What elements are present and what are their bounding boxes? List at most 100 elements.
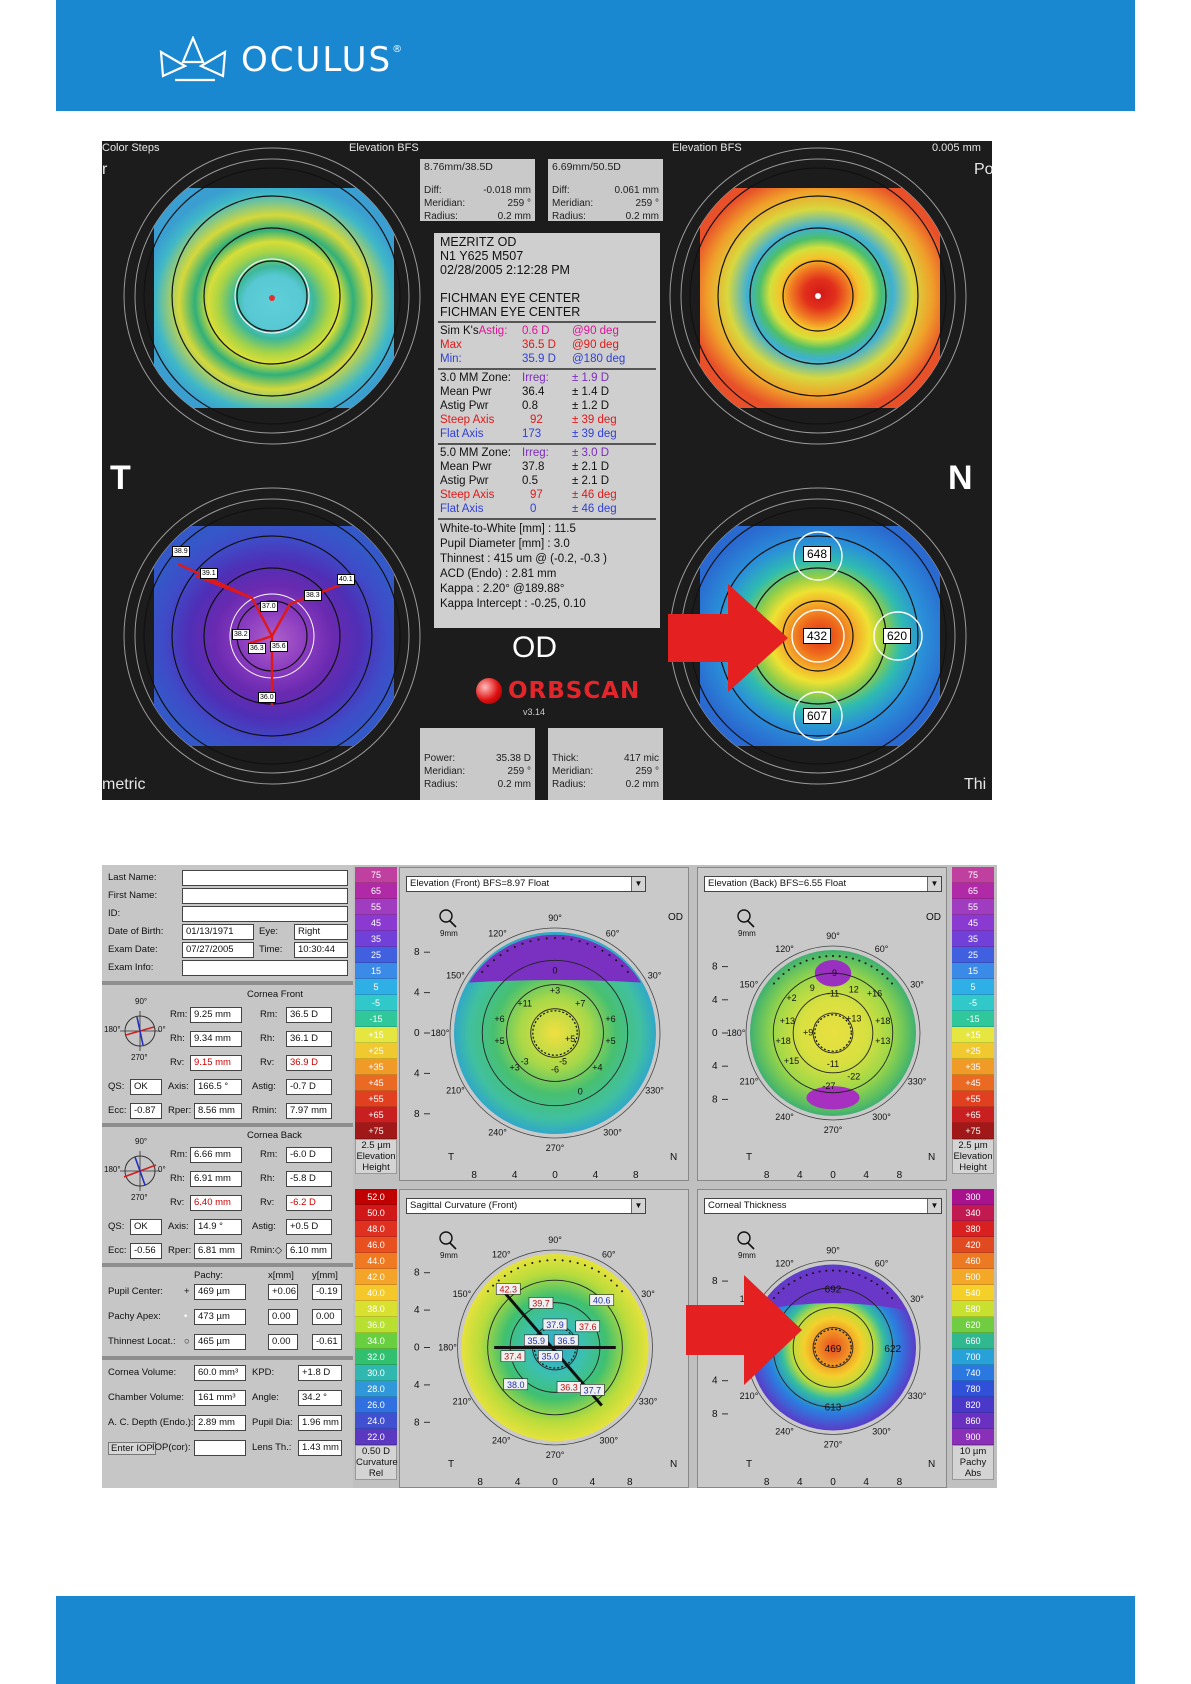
curv-label: 39.1	[200, 568, 218, 579]
rim-dot	[876, 1283, 879, 1286]
orbscan-screenshot: Color Steps Elevation BFS Elevation BFS …	[102, 141, 992, 800]
chevron-down-icon[interactable]: ▼	[631, 1199, 645, 1213]
pachy-apex-x-field[interactable]: 0.00	[268, 1309, 298, 1325]
back-elevation-map[interactable]: 90° 60° 30° 120° 150° 180° 210° 240° 270° 300° 330…	[698, 896, 948, 1182]
scale-step: 40.0	[355, 1285, 397, 1301]
eye-field[interactable]: Right	[294, 924, 348, 940]
front-qs-field[interactable]: OK	[130, 1079, 162, 1095]
front-rper-field[interactable]: 8.56 mm	[194, 1103, 242, 1119]
dob-field[interactable]: 01/13/1971	[182, 924, 254, 940]
map-type-dropdown[interactable]: Elevation (Back) BFS=6.55 Float ▼	[704, 876, 942, 892]
map-value: +6	[605, 1014, 615, 1024]
curv-label: 40.1	[337, 574, 355, 585]
front-ecc-field[interactable]: -0.87	[130, 1103, 162, 1119]
kpd-field[interactable]: +1.8 D	[298, 1365, 342, 1381]
scale-step: 25	[952, 947, 994, 963]
back-rper-field[interactable]: 6.81 mm	[194, 1243, 242, 1259]
back-rv-d-field[interactable]: -6.2 D	[286, 1195, 332, 1211]
back-rh-d-field[interactable]: -5.8 D	[286, 1171, 332, 1187]
y-tick-label: 4	[712, 1376, 718, 1387]
cut-label-bottom-left: metric	[102, 776, 146, 793]
front-axis-field[interactable]: 166.5 °	[194, 1079, 242, 1095]
patient-line: FICHMAN EYE CENTER	[440, 291, 581, 305]
front-rh-field[interactable]: 9.34 mm	[190, 1031, 242, 1047]
degree-label: 90°	[548, 1235, 562, 1245]
map-type-dropdown[interactable]: Elevation (Front) BFS=8.97 Float ▼	[406, 876, 646, 892]
map-value: +7	[575, 999, 585, 1009]
front-rm-d-field[interactable]: 36.5 D	[286, 1007, 332, 1023]
exam-info-field[interactable]	[182, 960, 348, 976]
last-name-field[interactable]	[182, 870, 348, 886]
front-rper-label: Rper:	[168, 1105, 192, 1116]
back-astig-field[interactable]: +0.5 D	[286, 1219, 332, 1235]
simk-max: 36.5 D	[522, 339, 556, 351]
first-name-field[interactable]	[182, 888, 348, 904]
thinnest-field[interactable]: 465 µm	[194, 1334, 246, 1350]
anterior-elevation-map[interactable]	[122, 146, 422, 451]
pupil-dia-field[interactable]: 1.96 mm	[298, 1415, 342, 1431]
pupil-center-x-field[interactable]: +0.06	[268, 1284, 298, 1300]
chamber-volume-field[interactable]: 161 mm³	[194, 1390, 246, 1406]
orbscan-logo: ORBSCAN	[476, 678, 640, 704]
front-rh-d-field[interactable]: 36.1 D	[286, 1031, 332, 1047]
front-rmin-field[interactable]: 7.97 mm	[286, 1103, 332, 1119]
front-rm-field[interactable]: 9.25 mm	[190, 1007, 242, 1023]
map-type-dropdown[interactable]: Corneal Thickness ▼	[704, 1198, 942, 1214]
front-rv-field[interactable]: 9.15 mm	[190, 1055, 242, 1071]
simk-max-axis: @90 deg	[572, 339, 619, 351]
pachy-apex-field[interactable]: 473 µm	[194, 1309, 246, 1325]
chevron-down-icon[interactable]: ▼	[631, 877, 645, 891]
thinnest-y-field[interactable]: -0.61	[312, 1334, 342, 1350]
front-rv-d-field[interactable]: 36.9 D	[286, 1055, 332, 1071]
back-qs-field[interactable]: OK	[130, 1219, 162, 1235]
back-ecc-field[interactable]: -0.56	[130, 1243, 162, 1259]
zoom-icon[interactable]	[439, 909, 457, 928]
exam-date-field[interactable]: 07/27/2005	[182, 942, 254, 958]
chevron-down-icon[interactable]: ▼	[927, 877, 941, 891]
pachymetry-map[interactable]: 648 432 620 607	[668, 486, 968, 791]
posterior-elevation-map[interactable]	[668, 146, 968, 451]
sagittal-curvature-map[interactable]: 90° 60° 30° 120° 150° 180° 210° 240° 270° 300° 330…	[400, 1218, 690, 1488]
enter-iop-button[interactable]: Enter IOP	[108, 1442, 156, 1455]
axis-dial-icon	[120, 1011, 160, 1051]
y-tick-label: 8	[414, 1268, 420, 1279]
map-value: -11	[827, 989, 839, 999]
rim-dot	[773, 1297, 776, 1300]
front-elevation-map[interactable]: 90° 60° 30° 120° 150° 180° 210° 240° 270° 300° 330…	[400, 896, 690, 1182]
keratometric-map[interactable]: 38.9 39.1 40.1 38.3 37.0 38.2 36.3 35.6 …	[122, 486, 422, 791]
back-rm-d-field[interactable]: -6.0 D	[286, 1147, 332, 1163]
pachy-value-right: 620	[883, 628, 912, 644]
corneal-thickness-map[interactable]: 90°60°30°120°150°180°210°240°270°300°330…	[698, 1218, 948, 1488]
patient-line: MEZRITZ OD	[440, 235, 517, 249]
back-axis-field[interactable]: 14.9 °	[194, 1219, 242, 1235]
pupil-outline	[814, 1014, 852, 1052]
iop-cor-field[interactable]	[194, 1440, 246, 1456]
temporal-label: T	[448, 1459, 454, 1470]
id-field[interactable]	[182, 906, 348, 922]
time-field[interactable]: 10:30:44	[294, 942, 348, 958]
cornea-volume-label: Cornea Volume:	[108, 1367, 177, 1378]
back-rmin-field[interactable]: 6.10 mm	[286, 1243, 332, 1259]
thinnest-x-field[interactable]: 0.00	[268, 1334, 298, 1350]
front-astig-field[interactable]: -0.7 D	[286, 1079, 332, 1095]
cornea-volume-field[interactable]: 60.0 mm³	[194, 1365, 246, 1381]
front-rh-d-label: Rh:	[260, 1033, 275, 1044]
map-type-dropdown[interactable]: Sagittal Curvature (Front) ▼	[406, 1198, 646, 1214]
zoom-icon[interactable]	[737, 1231, 755, 1250]
scale-step: +45	[355, 1075, 397, 1091]
zone3-steep-label: Steep Axis	[440, 414, 495, 426]
pupil-center-y-field[interactable]: -0.19	[312, 1284, 342, 1300]
zoom-icon[interactable]	[737, 909, 755, 928]
chevron-down-icon[interactable]: ▼	[927, 1199, 941, 1213]
back-rm-field[interactable]: 6.66 mm	[190, 1147, 242, 1163]
ac-depth-field[interactable]: 2.89 mm	[194, 1415, 246, 1431]
back-rv-field[interactable]: 6.40 mm	[190, 1195, 242, 1211]
angle-field[interactable]: 34.2 °	[298, 1390, 342, 1406]
pachy-apex-y-field[interactable]: 0.00	[312, 1309, 342, 1325]
back-rh-field[interactable]: 6.91 mm	[190, 1171, 242, 1187]
rim-dot	[492, 959, 495, 962]
pupil-center-field[interactable]: 469 µm	[194, 1284, 246, 1300]
lens-th-field[interactable]: 1.43 mm	[298, 1440, 342, 1456]
scale-step: 580	[952, 1301, 994, 1317]
zoom-icon[interactable]	[439, 1231, 457, 1250]
